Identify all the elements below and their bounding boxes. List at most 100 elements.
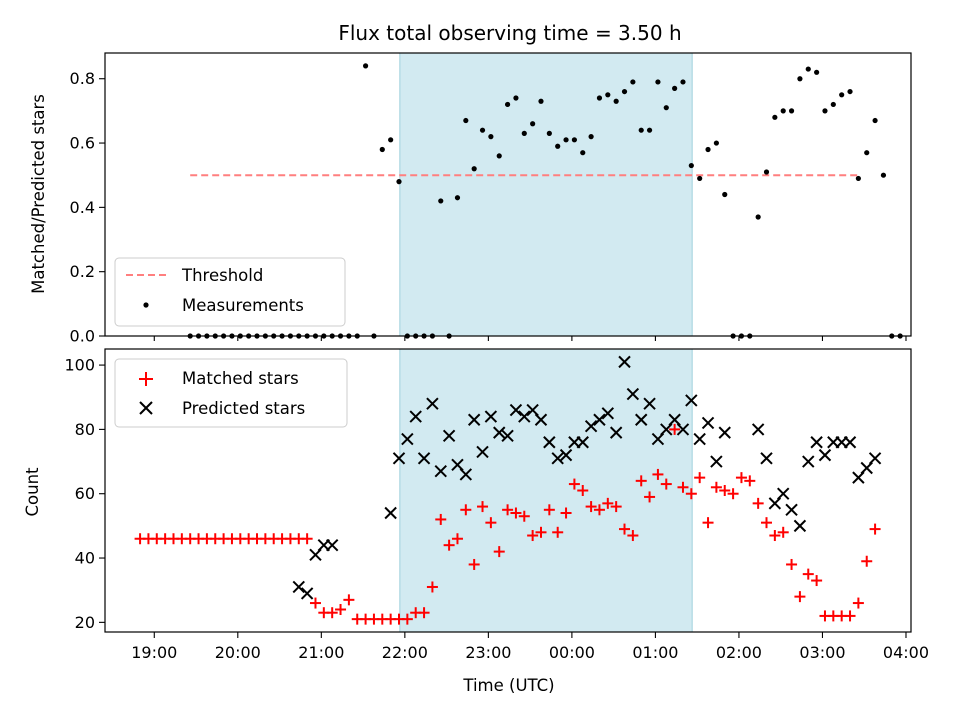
matched-stars-point <box>677 481 689 493</box>
matched-stars-point <box>527 530 539 542</box>
predicted-stars-point <box>484 410 498 423</box>
matched-stars-point <box>460 504 472 516</box>
matched-stars-point <box>727 488 739 500</box>
predicted-stars-point <box>459 468 473 481</box>
measurement-point <box>830 101 836 108</box>
matched-stars-point <box>435 513 447 525</box>
x-axis-label: Time (UTC) <box>462 676 554 695</box>
top-x-ticks <box>153 336 907 341</box>
measurement-point <box>479 127 486 133</box>
bottom-y-axis-label: Count <box>23 467 42 517</box>
legend-threshold-label: Threshold <box>181 266 263 285</box>
legend-matched-swatch <box>139 372 153 386</box>
predicted-stars-point <box>802 455 815 468</box>
matched-stars-point <box>644 491 656 503</box>
measurement-point <box>596 95 603 101</box>
predicted-stars-point <box>401 432 414 446</box>
measurement-point <box>630 79 636 85</box>
bottom-x-ticks: 19:00 20:00 21:00 22:00 23:00 00:00 01:00 02:00… <box>131 632 929 662</box>
measurement-point <box>555 143 561 149</box>
predicted-stars-point <box>442 429 456 443</box>
predicted-stars-point <box>534 413 548 426</box>
bottom-xtick-label: 20:00 <box>215 643 261 662</box>
chart-title: Flux total observing time = 3.50 h <box>338 21 681 45</box>
matched-stars-point <box>869 523 881 535</box>
matched-stars-point <box>685 488 697 500</box>
predicted-stars-point <box>426 397 439 410</box>
bottom-ytick-label: 60 <box>75 484 95 503</box>
matched-stars-point <box>777 526 789 538</box>
top-y-ticks: 0.0 0.2 0.4 0.6 0.8 <box>70 69 105 346</box>
measurement-point <box>638 127 644 133</box>
predicted-stars-point <box>518 410 531 423</box>
bottom-ytick-label: 40 <box>75 549 95 568</box>
predicted-stars-point <box>292 580 305 594</box>
legend-predicted-swatch <box>139 401 153 415</box>
predicted-stars-point <box>635 413 648 426</box>
matched-stars-point <box>401 613 413 625</box>
measurement-point <box>496 153 502 159</box>
matched-stars-point <box>418 607 430 619</box>
legend-predicted-label: Predicted stars <box>182 399 305 418</box>
matched-stars-point <box>652 468 664 480</box>
predicted-stars-point <box>417 452 431 465</box>
legend-measurements-swatch <box>143 302 149 308</box>
matched-stars-point <box>577 485 589 496</box>
predicted-stars-point <box>559 448 573 462</box>
measurement-point <box>530 121 536 127</box>
measurement-point <box>546 130 552 136</box>
matched-stars-point <box>669 423 681 435</box>
matched-stars-point <box>326 607 338 619</box>
matched-stars-point <box>702 517 714 529</box>
matched-stars-point <box>710 481 722 493</box>
measurement-point <box>772 114 778 120</box>
measurement-point <box>563 137 569 143</box>
matched-stars-point <box>852 597 864 609</box>
legend-matched-label: Matched stars <box>182 369 299 388</box>
bottom-legend: Matched stars Predicted stars <box>114 358 348 428</box>
predicted-stars-point <box>676 423 690 436</box>
bottom-xtick-label: 22:00 <box>382 643 428 662</box>
matched-stars-point <box>426 581 438 593</box>
predicted-stars-point <box>818 448 832 462</box>
measurement-point <box>722 191 728 198</box>
predicted-stars-point <box>501 429 514 443</box>
matched-stars-point <box>769 530 781 542</box>
matched-stars-point <box>585 501 597 513</box>
matched-stars-point <box>301 533 313 545</box>
predicted-stars-point <box>777 487 790 500</box>
matched-stars-point <box>752 497 764 509</box>
matched-stars-point <box>694 472 706 484</box>
bottom-y-ticks: 20 40 60 80 100 <box>64 356 105 632</box>
measurement-point <box>538 98 544 104</box>
predicted-stars-point <box>643 397 656 410</box>
measurement-point <box>680 79 686 85</box>
matched-stars-point <box>794 591 806 603</box>
measurement-point <box>438 198 444 204</box>
measurement-point <box>588 134 594 140</box>
top-ytick-label: 0.0 <box>70 327 95 346</box>
predicted-stars-point <box>493 426 506 439</box>
predicted-stars-point <box>793 519 807 533</box>
measurement-point <box>396 179 402 185</box>
measurement-point <box>362 63 369 69</box>
matched-stars-point <box>735 472 747 484</box>
predicted-stars-point <box>868 452 882 465</box>
bottom-ytick-label: 100 <box>64 356 95 375</box>
measurement-point <box>663 105 669 111</box>
predicted-stars-point <box>760 452 773 465</box>
measurement-point <box>672 85 678 91</box>
matched-stars-point <box>543 504 555 516</box>
matched-stars-point <box>602 497 614 509</box>
measurement-point <box>755 214 761 220</box>
predicted-stars-point <box>300 587 314 600</box>
predicted-stars-point <box>785 503 798 517</box>
measurement-point <box>847 88 853 95</box>
predicted-stars-point <box>718 426 731 439</box>
matched-stars-point <box>451 533 463 545</box>
matched-stars-point <box>560 507 572 519</box>
predicted-stars-point <box>751 423 765 436</box>
bottom-ytick-label: 80 <box>75 420 95 439</box>
predicted-stars-point <box>609 426 623 439</box>
measurement-point <box>646 127 653 133</box>
